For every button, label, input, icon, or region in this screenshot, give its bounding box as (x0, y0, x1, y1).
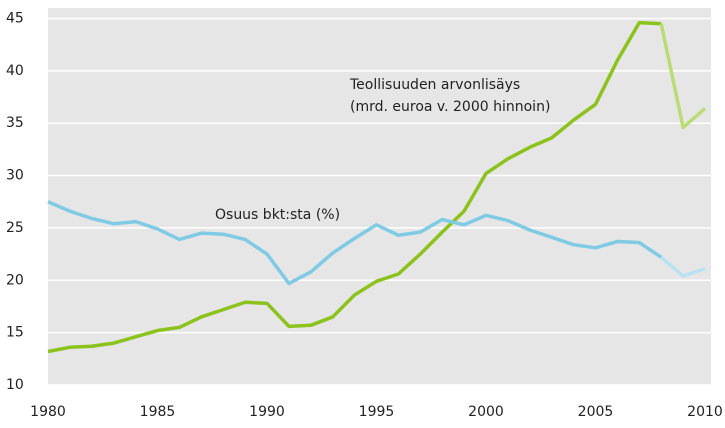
y-tick-label: 40 (6, 63, 24, 79)
x-tick-label: 1985 (140, 404, 176, 420)
y-tick-label: 25 (6, 220, 24, 236)
plot-background (48, 8, 711, 385)
y-tick-label: 15 (6, 325, 24, 341)
x-tick-label: 2000 (468, 404, 504, 420)
annotation: Teollisuuden arvonlisäys (349, 77, 520, 93)
projection-line (659, 23, 707, 130)
x-tick-label: 2010 (687, 404, 723, 420)
line (47, 20, 662, 354)
projection-line (660, 255, 706, 278)
y-tick-label: 35 (6, 115, 24, 131)
y-tick-label: 10 (6, 377, 24, 393)
y-tick-label: 30 (6, 168, 24, 184)
x-tick-label: 1980 (30, 404, 66, 420)
y-tick-label: 45 (6, 10, 24, 26)
x-tick-label: 1995 (359, 404, 395, 420)
y-tick-label: 20 (6, 272, 24, 288)
line (47, 200, 663, 286)
x-tick-label: 1990 (249, 404, 285, 420)
annotation: (mrd. euroa v. 2000 hinnoin) (350, 99, 550, 115)
x-tick-label: 2005 (578, 404, 614, 420)
annotation: Osuus bkt:sta (%) (215, 207, 340, 223)
